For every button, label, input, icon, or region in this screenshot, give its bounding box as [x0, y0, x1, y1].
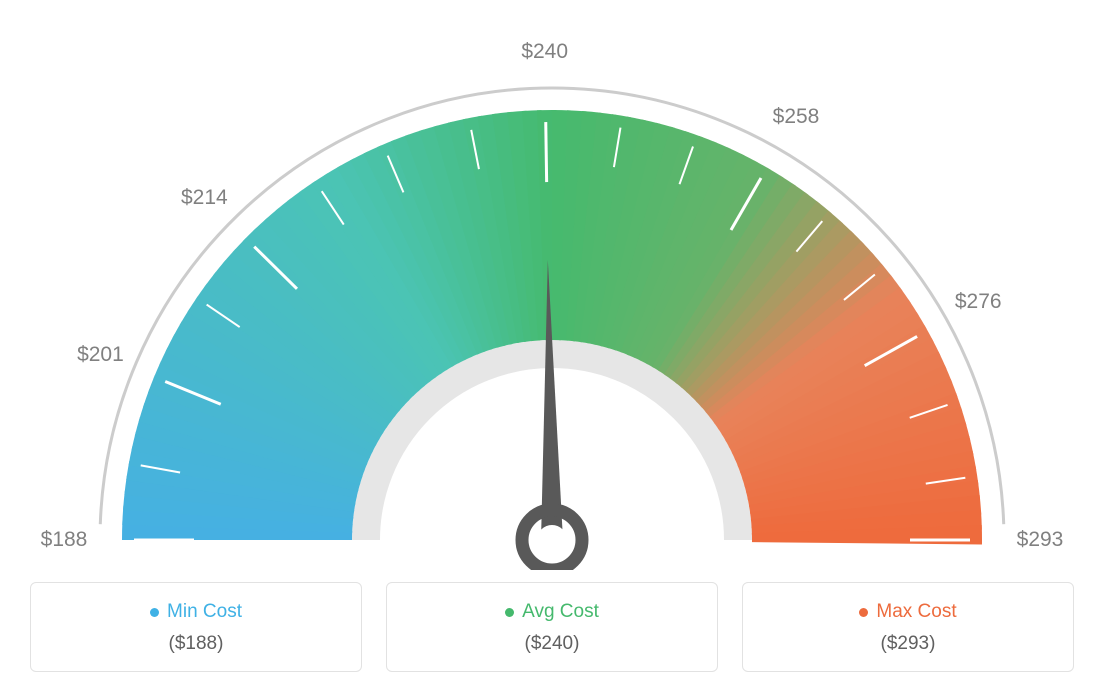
gauge-tick-label: $188: [41, 528, 88, 552]
gauge-tick-label: $258: [773, 105, 820, 129]
legend-min-label: Min Cost: [167, 601, 242, 623]
gauge-tick-label: $240: [521, 40, 568, 64]
legend-max-label: Max Cost: [876, 601, 956, 623]
gauge-tick-label: $276: [955, 290, 1002, 314]
legend-max-title: Max Cost: [859, 601, 956, 623]
dot-icon: [505, 608, 514, 617]
gauge-tick-label: $214: [181, 186, 228, 210]
legend-min-card: Min Cost ($188): [30, 582, 362, 672]
dot-icon: [859, 608, 868, 617]
legend-max-card: Max Cost ($293): [742, 582, 1074, 672]
gauge-svg: [0, 10, 1104, 570]
dot-icon: [150, 608, 159, 617]
legend-min-value: ($188): [43, 633, 349, 655]
legend-min-title: Min Cost: [150, 601, 242, 623]
legend-avg-label: Avg Cost: [522, 601, 599, 623]
legend-row: Min Cost ($188) Avg Cost ($240) Max Cost…: [30, 582, 1074, 672]
legend-max-value: ($293): [755, 633, 1061, 655]
legend-avg-card: Avg Cost ($240): [386, 582, 718, 672]
legend-avg-title: Avg Cost: [505, 601, 599, 623]
gauge-tick-label: $293: [1017, 528, 1064, 552]
gauge-tick-label: $201: [77, 343, 124, 367]
legend-avg-value: ($240): [399, 633, 705, 655]
cost-gauge: $188 $201 $214 $240 $258 $276 $293: [0, 10, 1104, 570]
